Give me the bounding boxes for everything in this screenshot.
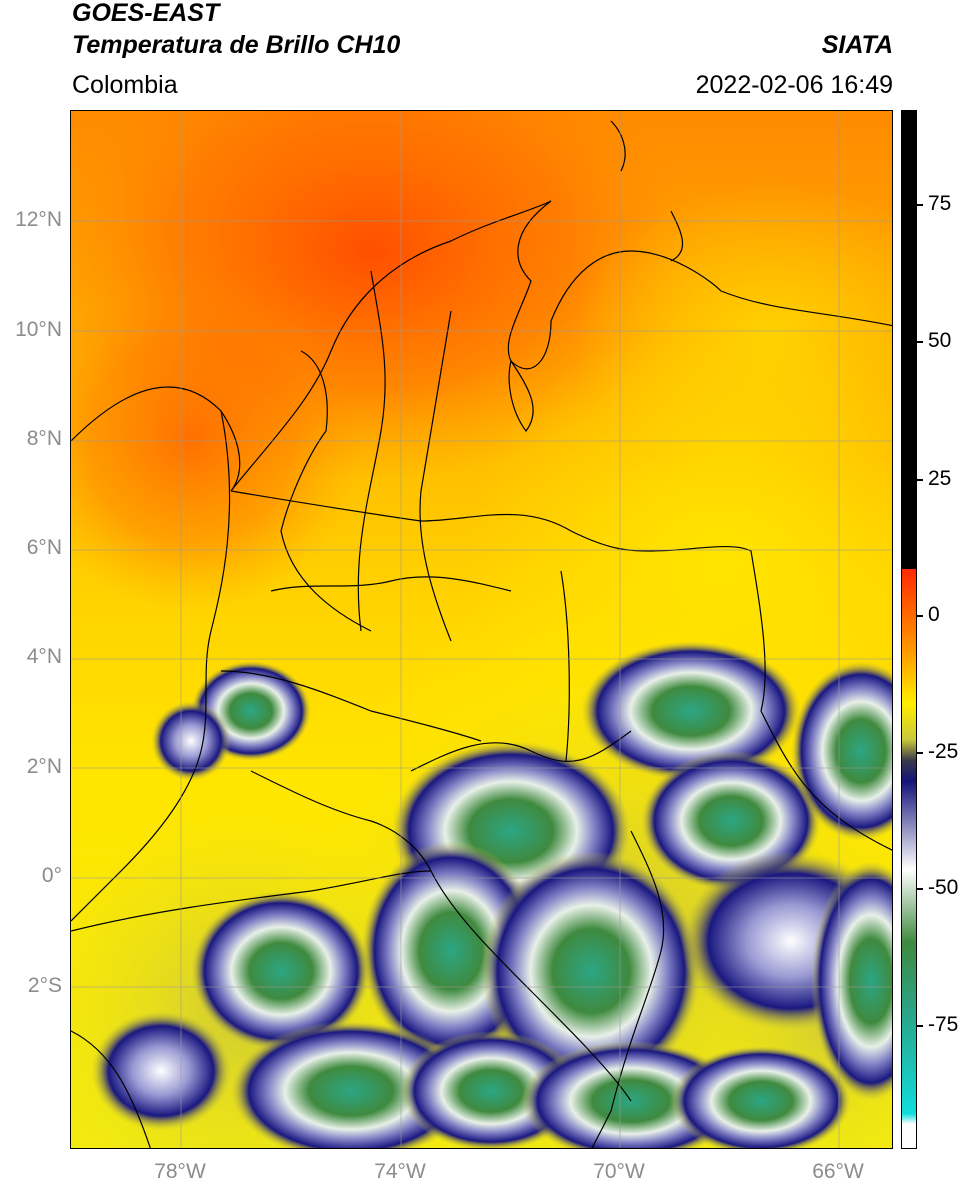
colorbar-tick-neg25: -25 [928, 740, 959, 763]
lat-label-2s: 2°S [27, 974, 62, 997]
lon-label-70w: 70°W [593, 1160, 645, 1183]
graticule [71, 111, 892, 1148]
satellite-title: GOES-EAST [72, 0, 220, 27]
colorbar [901, 110, 917, 1149]
lat-label-0: 0° [41, 864, 62, 887]
lat-label-10n: 10°N [15, 318, 62, 341]
lat-label-12n: 12°N [15, 208, 62, 231]
lon-label-66w: 66°W [812, 1160, 864, 1183]
colorbar-tick-neg75: -75 [928, 1013, 959, 1036]
agency-label: SIATA [821, 31, 893, 59]
colorbar-tick-75: 75 [928, 192, 952, 215]
colorbar-tick-0: 0 [928, 603, 940, 626]
lat-label-6n: 6°N [26, 536, 62, 559]
product-title: Temperatura de Brillo CH10 [72, 31, 401, 59]
region-label: Colombia [72, 71, 178, 99]
colorbar-tick-neg50: -50 [928, 876, 959, 899]
lat-label-2n: 2°N [26, 755, 62, 778]
colorbar-tick-25: 25 [928, 467, 952, 490]
lon-label-74w: 74°W [374, 1160, 426, 1183]
colorbar-tick-50: 50 [928, 329, 952, 352]
lat-label-8n: 8°N [26, 427, 62, 450]
lat-label-4n: 4°N [26, 645, 62, 668]
datetime-label: 2022-02-06 16:49 [695, 71, 893, 99]
lon-label-78w: 78°W [154, 1160, 206, 1183]
satellite-map [70, 110, 893, 1149]
